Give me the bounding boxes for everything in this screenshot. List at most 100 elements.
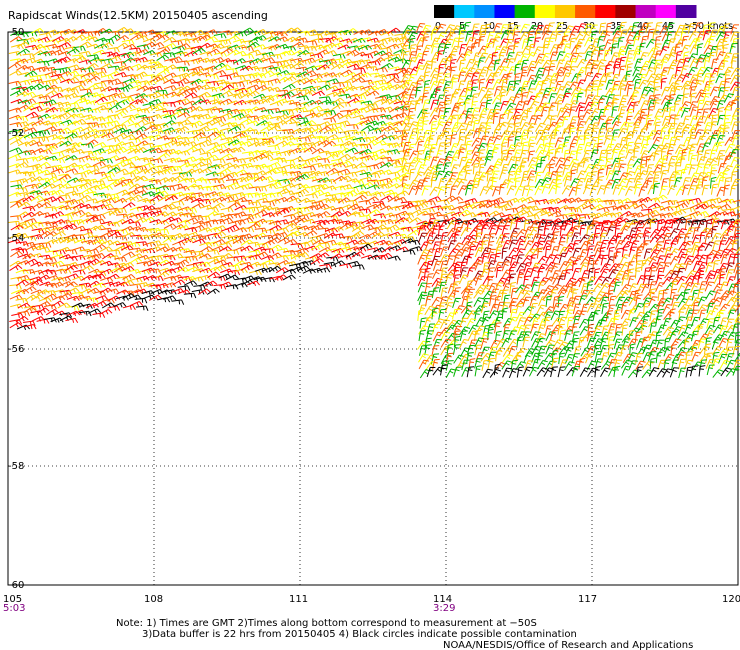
legend-swatch	[575, 5, 596, 18]
lat-label-50: -50	[8, 27, 24, 38]
wind-barb	[541, 52, 551, 63]
wind-barb	[31, 43, 45, 50]
wind-barb	[599, 72, 610, 83]
wind-barb	[612, 63, 621, 75]
wind-barb	[660, 53, 671, 64]
legend-swatch	[554, 5, 576, 18]
wind-barb	[352, 76, 366, 83]
wind-barb	[730, 31, 740, 42]
wind-barb	[246, 41, 260, 49]
wind-barb	[151, 42, 165, 48]
wind-barb	[569, 52, 579, 63]
wind-barb	[463, 51, 473, 62]
wind-barb	[477, 57, 486, 68]
wind-barb	[436, 32, 447, 43]
wind-barb	[30, 83, 44, 90]
wind-barb	[346, 63, 360, 69]
wind-barb	[596, 49, 605, 61]
lat-label-60: -60	[8, 580, 24, 591]
wind-barb	[135, 35, 149, 41]
wind-barb	[436, 50, 445, 62]
wind-barb	[449, 50, 458, 62]
wind-barb	[730, 56, 738, 69]
wind-barb	[8, 80, 22, 87]
wind-barb	[241, 45, 254, 52]
wind-barb	[715, 73, 725, 84]
wind-barb	[213, 33, 227, 39]
wind-barb	[667, 64, 677, 75]
legend-swatch	[514, 5, 536, 18]
wind-barb	[645, 22, 654, 34]
wind-barb	[375, 39, 389, 45]
wind-barb	[624, 44, 634, 56]
wind-barb	[533, 46, 544, 57]
wind-barb	[715, 45, 723, 57]
wind-barb	[639, 52, 649, 63]
wind-barb	[324, 58, 338, 64]
legend-label: 0	[435, 21, 441, 32]
wind-barb	[632, 66, 643, 77]
wind-barb	[339, 81, 353, 87]
wind-barb	[485, 66, 495, 77]
wind-barb	[617, 46, 627, 57]
wind-barb	[66, 70, 80, 76]
wind-barb	[701, 66, 713, 76]
lat-label-56: -56	[8, 344, 24, 355]
wind-barb	[617, 36, 625, 49]
legend-swatch	[474, 5, 495, 18]
wind-barb	[261, 57, 275, 63]
wind-barb	[562, 72, 572, 83]
wind-barb	[499, 66, 510, 76]
wind-barb	[680, 28, 689, 40]
wind-barb	[65, 58, 79, 64]
wind-barb	[225, 68, 239, 74]
wind-barb	[729, 43, 738, 54]
wind-barb	[50, 86, 64, 93]
wind-barb	[603, 31, 613, 42]
wind-barb	[400, 73, 412, 84]
wind-barb	[527, 24, 539, 35]
wind-barb	[163, 52, 176, 58]
wind-barb	[25, 44, 39, 51]
wind-barbs	[8, 21, 740, 379]
wind-barb	[484, 43, 493, 54]
wind-barb	[116, 35, 130, 42]
wind-barb	[703, 56, 711, 69]
wind-barb	[640, 35, 649, 47]
wind-barb	[22, 53, 36, 59]
wind-barb	[374, 74, 388, 80]
wind-barb	[16, 41, 30, 48]
wind-barb	[493, 45, 502, 57]
wind-barb	[408, 37, 416, 50]
wind-barb	[610, 43, 618, 55]
wind-barb	[303, 70, 317, 76]
wind-barb	[66, 48, 80, 55]
wind-barb	[324, 50, 338, 56]
wind-barb	[85, 63, 99, 70]
wind-barb	[512, 25, 521, 36]
wind-barb	[240, 27, 254, 34]
wind-barb	[30, 27, 45, 34]
wind-barb	[477, 72, 486, 83]
wind-barb	[619, 21, 627, 33]
legend-swatch	[655, 5, 677, 18]
wind-barb	[269, 71, 283, 78]
wind-barb	[232, 81, 245, 88]
legend-label: 35	[610, 21, 622, 32]
wind-barb	[177, 38, 191, 44]
wind-barb	[555, 66, 566, 77]
wind-barb	[64, 36, 78, 43]
wind-barb	[121, 39, 135, 45]
wind-barb	[169, 56, 183, 62]
wind-barb	[610, 52, 620, 63]
wind-barb	[471, 23, 480, 35]
wind-barb	[689, 58, 700, 69]
wind-barb	[221, 84, 235, 91]
wind-barb	[472, 52, 482, 63]
wind-barb	[506, 45, 515, 56]
wind-barb	[372, 43, 386, 50]
wind-barb	[528, 43, 536, 55]
wind-barb	[58, 56, 72, 63]
wind-barb	[192, 47, 206, 55]
wind-barb	[66, 88, 80, 94]
